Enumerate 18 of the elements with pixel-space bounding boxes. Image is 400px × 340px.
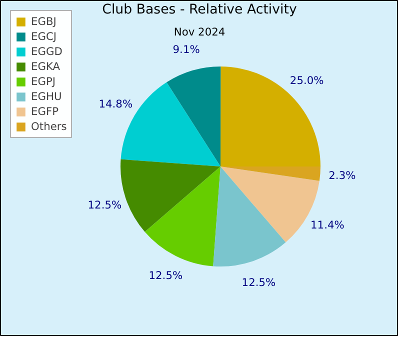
- data-label: 12.5%: [88, 198, 122, 212]
- legend-label: EGCJ: [31, 30, 57, 43]
- legend-label: EGHU: [31, 90, 62, 103]
- data-label: 14.8%: [98, 98, 133, 111]
- legend-label: EGKA: [31, 60, 60, 73]
- chart-title: Club Bases - Relative Activity: [102, 2, 297, 18]
- data-label: 11.4%: [310, 218, 344, 232]
- legend-label: EGBJ: [31, 15, 56, 28]
- text: Nov 2024: [174, 26, 226, 38]
- legend-label: EGPJ: [31, 75, 56, 88]
- data-label: 25.0%: [290, 74, 324, 87]
- legend-label: EGGD: [31, 45, 62, 58]
- legend-label: EGFP: [31, 105, 59, 118]
- data-label: 2.3%: [328, 168, 356, 182]
- legend-label: Others: [31, 120, 67, 133]
- data-label: 12.5%: [148, 268, 183, 282]
- data-label: 9.1%: [172, 42, 200, 56]
- data-label: 12.5%: [242, 276, 276, 289]
